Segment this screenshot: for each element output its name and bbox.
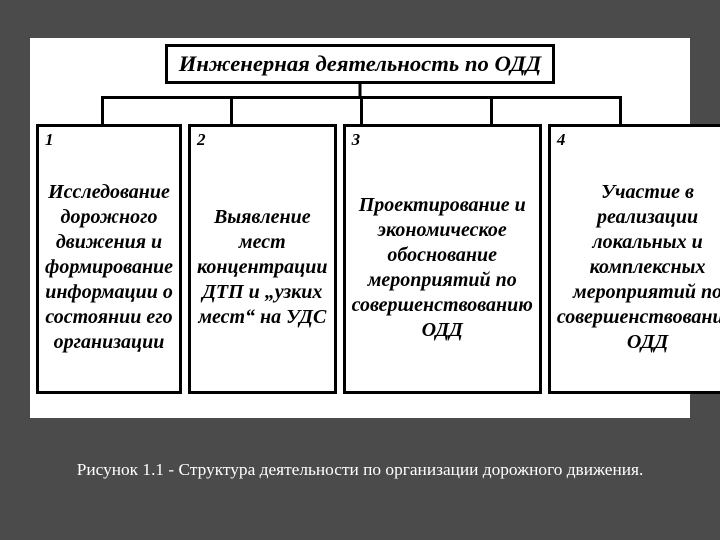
- child-label: Проектирование и экономическое обоснован…: [350, 152, 535, 383]
- connector-drop: [230, 96, 233, 124]
- child-node: 2 Выявление мест концентрации ДТП и „узки…: [188, 124, 337, 394]
- child-number: 2: [195, 131, 330, 148]
- root-label: Инженерная деятельность по ОДД: [179, 51, 541, 76]
- child-node: 3 Проектирование и экономическое обоснова…: [343, 124, 542, 394]
- tree-connectors: [32, 84, 688, 124]
- children-row: 1 Исследование дорожного движения и форми…: [32, 124, 688, 394]
- child-node: 4 Участие в реализации локальных и компле…: [548, 124, 720, 394]
- child-number: 1: [43, 131, 175, 148]
- figure-caption: Рисунок 1.1 - Структура деятельности по …: [0, 458, 720, 481]
- root-node: Инженерная деятельность по ОДД: [165, 44, 555, 84]
- child-label: Участие в реализации локальных и комплек…: [555, 152, 720, 383]
- connector-trunk: [359, 84, 362, 96]
- connector-drop: [619, 96, 622, 124]
- slide: Инженерная деятельность по ОДД 1 Исследов…: [0, 0, 720, 540]
- connector-drop: [360, 96, 363, 124]
- child-label: Исследование дорожного движения и формир…: [43, 152, 175, 383]
- child-number: 3: [350, 131, 535, 148]
- connector-drop: [101, 96, 104, 124]
- child-label: Выявление мест концентрации ДТП и „узких…: [195, 152, 330, 383]
- diagram-panel: Инженерная деятельность по ОДД 1 Исследов…: [30, 38, 690, 418]
- connector-drop: [490, 96, 493, 124]
- child-number: 4: [555, 131, 720, 148]
- child-node: 1 Исследование дорожного движения и форми…: [36, 124, 182, 394]
